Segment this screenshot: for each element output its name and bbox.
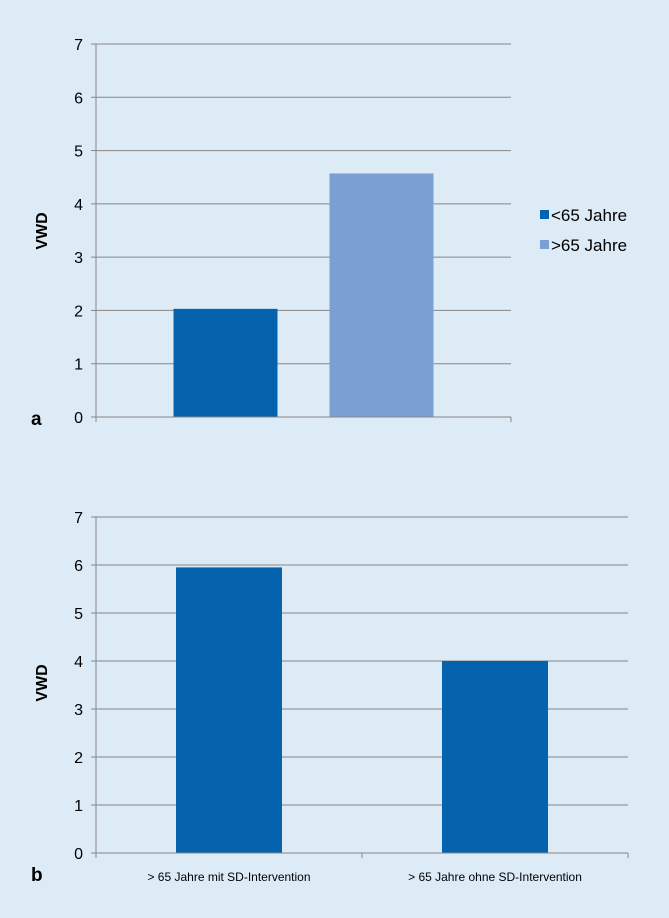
x-category-label: > 65 Jahre ohne SD-Intervention [408, 870, 582, 884]
x-category-label: > 65 Jahre mit SD-Intervention [147, 870, 310, 884]
y-tick-label: 5 [74, 606, 83, 623]
chart-a-y-ticks: 0 1 2 3 4 5 6 7 [74, 37, 512, 427]
chart-a-gridlines [96, 43, 511, 365]
y-tick-label: 0 [74, 410, 83, 427]
chart-b-bars [176, 567, 548, 853]
chart-a-bars [173, 173, 434, 417]
chart-a-legend: <65 Jahre >65 Jahre [540, 206, 627, 255]
chart-b-y-axis-title: VWD [34, 664, 51, 701]
bar-category-2 [442, 661, 548, 853]
legend-label-under-65: <65 Jahre [551, 206, 627, 225]
y-tick-label: 3 [74, 250, 83, 267]
y-tick-label: 6 [74, 558, 83, 575]
chart-a: 0 1 2 3 4 5 6 7 VWD a <65 Jahre >65 Jahre [31, 37, 627, 430]
y-tick-label: 1 [74, 798, 83, 815]
y-tick-label: 6 [74, 90, 83, 107]
chart-b-panel-label: b [31, 865, 43, 886]
chart-a-y-axis-title: VWD [34, 212, 51, 249]
legend-label-over-65: >65 Jahre [551, 236, 627, 255]
chart-b-y-ticks: 0 1 2 3 4 5 6 7 [74, 510, 629, 863]
legend-swatch-over-65 [540, 240, 549, 249]
chart-b-gridlines [96, 516, 628, 806]
chart-b: 0 1 2 3 4 5 6 7 VWD b > 65 Jahre mit SD-Interve… [31, 510, 629, 886]
y-tick-label: 1 [74, 357, 83, 374]
y-tick-label: 0 [74, 846, 83, 863]
legend-swatch-under-65 [540, 210, 549, 219]
y-tick-label: 3 [74, 702, 83, 719]
y-tick-label: 5 [74, 144, 83, 161]
y-tick-label: 7 [74, 510, 83, 527]
y-tick-label: 7 [74, 37, 83, 54]
bar-category-1 [176, 567, 282, 853]
bar-under-65 [173, 308, 278, 417]
y-tick-label: 2 [74, 303, 83, 320]
bar-over-65 [329, 173, 434, 417]
y-tick-label: 4 [74, 654, 83, 671]
chart-a-panel-label: a [31, 409, 42, 430]
chart-b-x-labels: > 65 Jahre mit SD-Intervention > 65 Jahre… [147, 870, 581, 884]
y-tick-label: 2 [74, 750, 83, 767]
y-tick-label: 4 [74, 197, 83, 214]
